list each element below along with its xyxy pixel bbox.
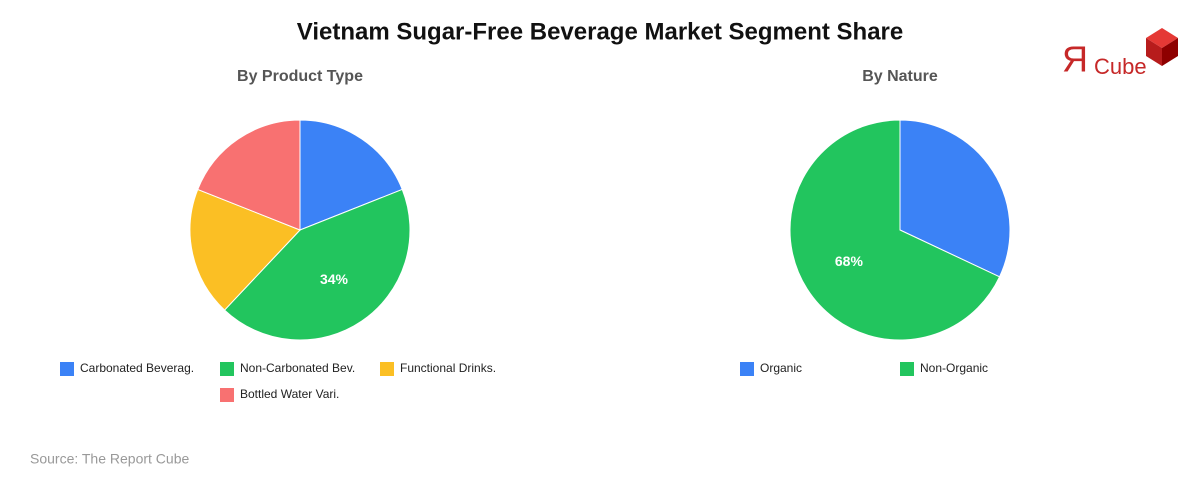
pie-slice: [899, 119, 1011, 278]
legend-label: Non-Carbonated Bev.: [240, 361, 355, 375]
legend-swatch: [380, 362, 394, 376]
pie-title: By Product Type: [237, 68, 363, 85]
logo-text: Cube: [1094, 54, 1147, 79]
legend-swatch: [220, 388, 234, 402]
legend-swatch: [220, 362, 234, 376]
logo-mark: Я: [1062, 39, 1088, 80]
chart-title: Vietnam Sugar-Free Beverage Market Segme…: [297, 18, 903, 45]
legend-label: Bottled Water Vari.: [240, 387, 339, 401]
legend-swatch: [60, 362, 74, 376]
pie-slice: [223, 188, 411, 341]
logo: Я Cube: [1062, 28, 1178, 80]
logo-cube-right: [1162, 38, 1178, 66]
pie-title: By Nature: [862, 68, 938, 85]
pie-slice: [197, 119, 301, 231]
pie-slice: [789, 119, 1001, 341]
logo-cube-left: [1146, 38, 1162, 66]
legend-swatch: [740, 362, 754, 376]
pie-slice: [299, 119, 403, 231]
legend-label: Functional Drinks.: [400, 361, 496, 375]
legend-label: Organic: [760, 361, 802, 375]
legend-swatch: [900, 362, 914, 376]
source: Source: The Report Cube: [30, 451, 189, 467]
legend-label: Non-Organic: [920, 361, 988, 375]
slice-label: 34%: [320, 271, 349, 287]
slice-label: 68%: [835, 253, 864, 269]
legend-label: Carbonated Beverag.: [80, 361, 194, 375]
